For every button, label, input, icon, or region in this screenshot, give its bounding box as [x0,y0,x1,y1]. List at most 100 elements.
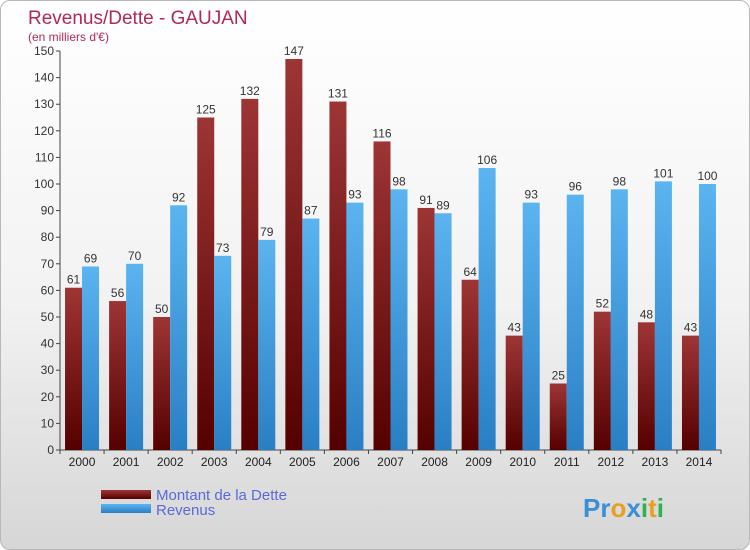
y-tick-label: 70 [41,257,55,271]
x-tick-label: 2001 [113,455,140,469]
data-label-revenus: 87 [304,204,318,218]
legend: Montant de la Dette Revenus [101,487,287,519]
bar-dette [593,311,611,450]
bar-dette [505,335,523,450]
bar-revenus [478,168,496,451]
bar-revenus [258,239,276,450]
x-tick-label: 2002 [157,455,184,469]
data-label-dette: 132 [240,84,260,98]
proxiti-logo: Proxiti [583,493,664,523]
x-tick-label: 2004 [245,455,272,469]
x-tick-label: 2009 [465,455,492,469]
data-label-revenus: 70 [128,249,142,263]
bar-revenus [302,218,320,450]
y-tick-label: 30 [41,363,55,377]
data-label-revenus: 69 [84,251,98,265]
data-label-revenus: 98 [392,174,406,188]
bar-revenus [214,255,232,450]
x-tick-label: 2011 [554,455,580,469]
bar-dette [681,335,699,450]
data-label-revenus: 93 [348,188,362,202]
bar-dette [153,317,171,450]
y-tick-label: 110 [35,150,54,164]
data-label-revenus: 106 [477,153,497,167]
y-tick-label: 20 [41,390,55,404]
x-tick-label: 2014 [686,455,713,469]
y-tick-label: 60 [41,283,55,297]
data-label-revenus: 93 [525,188,539,202]
data-label-dette: 43 [684,321,698,335]
y-tick-label: 90 [41,204,55,218]
data-label-revenus: 98 [613,174,627,188]
bars [65,58,716,451]
legend-swatch-debt [101,490,151,499]
bar-revenus [698,184,716,450]
bar-dette [549,383,567,450]
bar-dette [373,141,391,450]
bar-dette [109,301,127,450]
x-tick-label: 2003 [201,455,228,469]
bar-dette [285,58,303,450]
legend-label-debt: Montant de la Dette [156,487,287,504]
x-tick-label: 2013 [642,455,669,469]
y-tick-label: 10 [41,416,55,430]
data-label-dette: 91 [419,193,433,207]
bar-dette [241,98,259,450]
bar-revenus [82,266,100,450]
data-label-dette: 64 [463,265,477,279]
data-label-revenus: 73 [216,241,230,255]
bar-revenus [566,194,584,450]
data-label-dette: 116 [372,126,391,140]
bar-dette [417,207,435,450]
bar-revenus [170,205,188,450]
y-tick-label: 0 [47,443,54,457]
bar-revenus [126,263,144,450]
bar-dette [329,101,347,450]
bar-dette [65,287,83,450]
bar-revenus [610,189,628,450]
data-label-revenus: 100 [697,169,717,183]
bar-dette [637,322,655,450]
bar-dette [461,279,479,450]
bar-revenus [346,202,364,450]
data-label-dette: 50 [155,302,169,316]
data-label-dette: 61 [67,273,81,287]
data-label-revenus: 96 [569,180,583,194]
data-label-dette: 56 [111,286,125,300]
x-tick-label: 2006 [333,455,360,469]
y-tick-label: 100 [34,177,54,191]
data-label-dette: 43 [508,321,522,335]
data-label-dette: 25 [552,369,566,383]
y-tick-label: 120 [34,124,54,138]
data-label-revenus: 89 [436,198,450,212]
y-tick-label: 130 [34,97,54,111]
data-label-dette: 131 [328,87,348,101]
data-label-revenus: 92 [172,190,186,204]
logo-text: Proxiti [583,493,664,523]
y-tick-label: 80 [41,230,55,244]
x-tick-label: 2012 [597,455,624,469]
bar-revenus [522,202,540,450]
data-label-revenus: 101 [653,166,673,180]
y-tick-label: 40 [41,337,55,351]
legend-label-revenus: Revenus [156,502,215,519]
chart-title: Revenus/Dette - GAUJAN [28,8,248,29]
data-label-dette: 147 [284,44,304,58]
data-label-dette: 52 [596,297,610,311]
data-label-revenus: 79 [260,225,274,239]
x-tick-label: 2010 [509,455,536,469]
chart-subtitle: (en milliers d'€) [28,30,109,44]
y-axis: 0 10 20 30 40 50 60 70 80 90 100 110 120 130 140 150 [34,44,61,457]
x-axis: 2000 2001 2002 2003 2004 2005 2006 2007 2008 2009… [59,449,722,469]
data-label-dette: 48 [640,307,654,321]
x-tick-label: 2005 [289,455,316,469]
data-label-dette: 125 [196,103,216,117]
x-tick-label: 2007 [377,455,404,469]
bar-revenus [654,181,672,450]
bar-revenus [390,189,408,450]
x-tick-label: 2000 [69,455,96,469]
y-tick-label: 50 [41,310,55,324]
y-tick-label: 140 [34,71,54,85]
